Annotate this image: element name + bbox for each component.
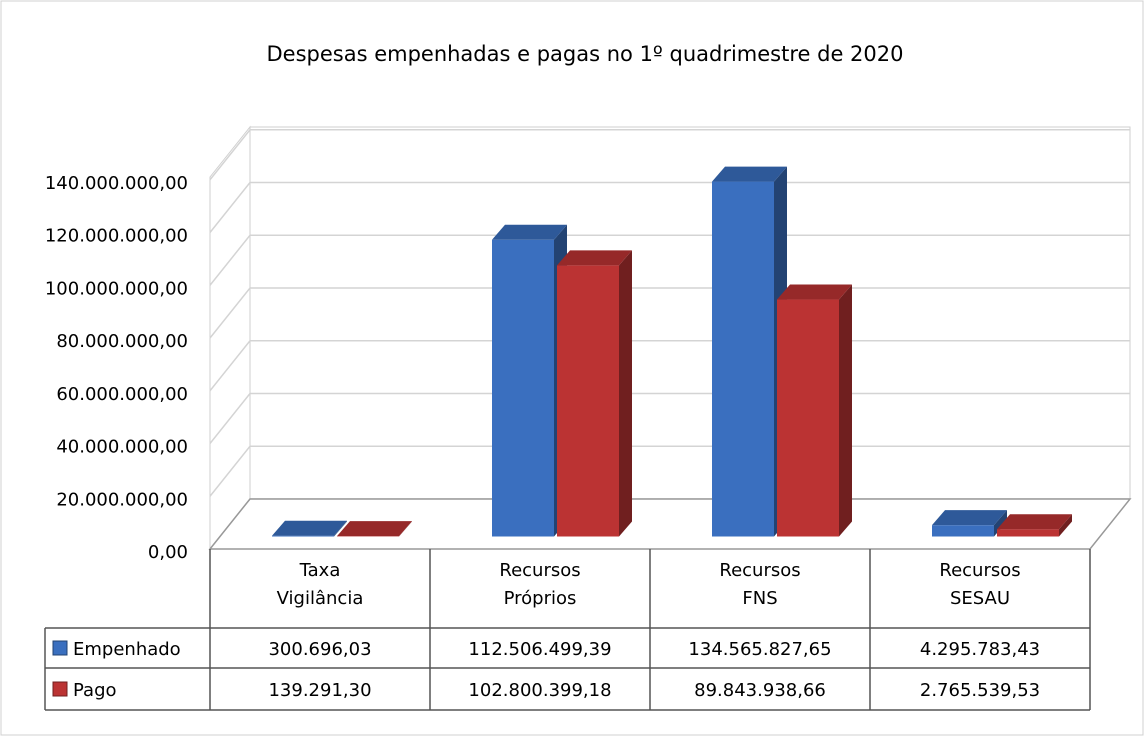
legend-key (52, 640, 68, 656)
bar-front (557, 265, 619, 537)
legend-label: Pago (73, 680, 117, 701)
category-cell: Recursos Próprios (499, 560, 581, 609)
bar-front (997, 529, 1059, 537)
data-label: 300.696,03 (268, 639, 371, 660)
legend-key (52, 681, 68, 697)
x-tick-label: Taxa Vigilância (276, 560, 364, 609)
x-tick-label: Recursos Próprios (499, 560, 581, 609)
data-label: 139.291,30 (268, 680, 371, 701)
y-tick-label: 100.000.000,00 (45, 278, 188, 299)
grid-line (209, 181, 1130, 233)
bar-top (712, 166, 787, 182)
bar-top (272, 520, 347, 536)
bar-front (777, 299, 839, 537)
data-label: 134.565.827,65 (688, 639, 831, 660)
bar (932, 510, 1007, 537)
bar-front (272, 535, 334, 537)
data-label: 112.506.499,39 (468, 639, 611, 660)
bar (997, 514, 1072, 537)
bar-front (492, 239, 554, 537)
bar (777, 284, 852, 537)
y-tick-label: 40.000.000,00 (56, 437, 188, 458)
data-label: 2.765.539,53 (920, 680, 1040, 701)
bar-side (399, 521, 412, 537)
bar-side (1059, 514, 1072, 537)
category-cell: Taxa Vigilância (276, 560, 364, 609)
bar (557, 250, 632, 537)
bar (337, 521, 412, 537)
bar-side (334, 520, 347, 537)
y-tick-label: 140.000.000,00 (45, 173, 188, 194)
bar-top (932, 510, 1007, 526)
bar-top (777, 284, 852, 300)
data-label: 89.843.938,66 (694, 680, 826, 701)
bar-side (839, 284, 852, 537)
bar-side (619, 250, 632, 537)
bar-front (712, 181, 774, 537)
category-cell: Recursos FNS (719, 560, 801, 609)
data-label: 4.295.783,43 (920, 639, 1040, 660)
bar-top (337, 521, 412, 537)
bar (492, 224, 567, 537)
bar-top (997, 514, 1072, 530)
bar-top (557, 250, 632, 266)
bar-top (492, 224, 567, 240)
bar (712, 166, 787, 537)
legend-label: Empenhado (73, 639, 181, 660)
bar-front (932, 525, 994, 537)
chart-title: Despesas empenhadas e pagas no 1º quadri… (266, 42, 903, 66)
x-tick-label: Recursos FNS (719, 560, 801, 609)
grid-line (209, 234, 1130, 286)
x-tick-label: Recursos SESAU (939, 560, 1021, 609)
grid-line (209, 129, 1130, 181)
y-tick-label: 0,00 (148, 542, 188, 563)
category-cell: Recursos SESAU (939, 560, 1021, 609)
y-tick-label: 20.000.000,00 (56, 489, 188, 510)
data-label: 102.800.399,18 (468, 680, 611, 701)
y-tick-label: 120.000.000,00 (45, 226, 188, 247)
floor (208, 498, 1132, 550)
bar (272, 520, 347, 537)
y-tick-label: 80.000.000,00 (56, 331, 188, 352)
y-tick-label: 60.000.000,00 (56, 384, 188, 405)
